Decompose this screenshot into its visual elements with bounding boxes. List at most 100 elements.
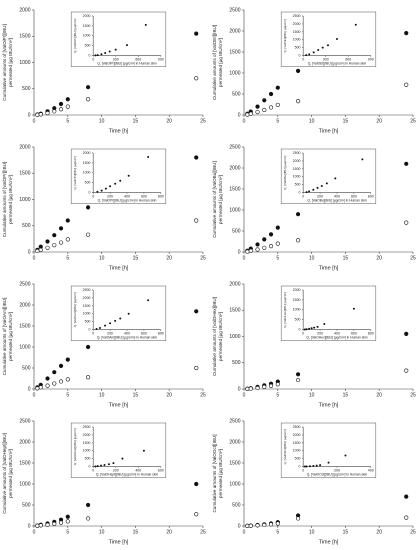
inset-point bbox=[119, 179, 122, 182]
x-tick-label: 5 bbox=[66, 118, 69, 124]
y-tick-label: 0 bbox=[89, 328, 91, 332]
y-tick-label: 500 bbox=[85, 457, 91, 461]
inset-point bbox=[104, 187, 107, 190]
inset-x-label: Q, [ValOBu][IBU] [µg/cm²] in Human skin bbox=[307, 198, 367, 202]
inset-point bbox=[147, 155, 150, 158]
inset-point bbox=[305, 191, 308, 194]
data-point bbox=[295, 238, 301, 243]
x-axis-label: Time [h] bbox=[319, 128, 339, 134]
y-tick-label: 2000 bbox=[229, 165, 240, 171]
y-axis-label: Cumulative amounts of [ValOHex][IBU] bbox=[212, 297, 217, 376]
y-tick-label: 1000 bbox=[83, 449, 91, 453]
inset-x-label: Q, [ValOiPr][IBU] [µg/cm²] in Human skin bbox=[97, 61, 157, 65]
inset-y-label: Q, [ValOBu][IBU] [µg/cm²] bbox=[283, 156, 287, 190]
y-tick-label: 2500 bbox=[293, 14, 301, 18]
x-tick-label: 800 bbox=[158, 332, 164, 336]
y-tick-label: 500 bbox=[22, 365, 31, 371]
inset-point bbox=[325, 182, 328, 185]
inset-x-label: Q, [ValOHept][IBU] [µg/cm²] in Human ski… bbox=[96, 472, 158, 476]
x-tick-label: 10 bbox=[309, 529, 315, 535]
inset-y-label: Q, [ValOHept][IBU] [µg/cm²] bbox=[73, 428, 77, 465]
inset-point bbox=[114, 48, 117, 51]
inset-point bbox=[315, 464, 318, 467]
data-point bbox=[58, 101, 64, 107]
y-tick-label: 1500 bbox=[229, 308, 240, 314]
inset-point bbox=[320, 184, 323, 187]
y-tick-label: 1000 bbox=[293, 308, 301, 312]
inset-point bbox=[95, 327, 98, 330]
x-tick-label: 0 bbox=[92, 195, 94, 199]
x-tick-label: 5 bbox=[276, 255, 279, 261]
y-tick-label: 2000 bbox=[19, 439, 30, 445]
inset-x-label: Q, [ValOAm][IBU] [µg/cm²] in Human skin bbox=[97, 335, 157, 339]
data-point bbox=[45, 383, 50, 388]
inset-point bbox=[308, 190, 311, 193]
data-point bbox=[85, 502, 91, 508]
x-tick-label: 15 bbox=[343, 392, 349, 398]
data-point bbox=[38, 112, 43, 117]
data-point bbox=[65, 519, 70, 524]
x-tick-label: 200 bbox=[107, 195, 113, 199]
data-point bbox=[255, 242, 260, 247]
inset-frame bbox=[280, 285, 377, 341]
y-tick-label: 0 bbox=[238, 386, 241, 392]
y-axis-label: permeated [µg IBU/cm²] bbox=[8, 449, 13, 498]
y-tick-label: 2000 bbox=[83, 296, 91, 300]
data-point bbox=[65, 97, 70, 102]
x-tick-label: 25 bbox=[200, 529, 206, 535]
x-tick-label: 20 bbox=[166, 392, 172, 398]
y-tick-label: 2000 bbox=[293, 159, 301, 163]
data-point bbox=[52, 233, 57, 238]
data-point bbox=[58, 363, 64, 369]
inset-point bbox=[326, 44, 329, 47]
x-tick-label: 600 bbox=[351, 195, 357, 199]
data-point bbox=[404, 331, 409, 336]
y-tick-label: 2000 bbox=[19, 144, 30, 150]
data-point bbox=[275, 382, 280, 387]
y-tick-label: 2500 bbox=[83, 288, 91, 292]
data-point bbox=[404, 161, 409, 166]
inset-point bbox=[305, 465, 308, 468]
y-tick-label: 0 bbox=[28, 112, 31, 118]
y-tick-label: 500 bbox=[22, 223, 31, 229]
x-tick-label: 0 bbox=[92, 332, 94, 336]
x-tick-label: 800 bbox=[158, 195, 164, 199]
y-tick-label: 2500 bbox=[19, 418, 30, 424]
data-point bbox=[45, 239, 50, 244]
y-tick-label: 500 bbox=[232, 91, 241, 97]
data-point bbox=[194, 76, 199, 81]
data-point bbox=[275, 225, 280, 230]
x-tick-label: 15 bbox=[343, 529, 349, 535]
inset-point bbox=[119, 317, 122, 320]
x-tick-label: 10 bbox=[309, 118, 315, 124]
data-point bbox=[248, 523, 253, 528]
inset-point bbox=[100, 53, 103, 56]
data-point bbox=[85, 85, 91, 90]
x-tick-label: 0 bbox=[33, 118, 36, 124]
y-tick-label: 2000 bbox=[293, 433, 301, 437]
inset-point bbox=[308, 53, 311, 56]
x-tick-label: 0 bbox=[243, 529, 246, 535]
data-point bbox=[58, 240, 64, 245]
data-point bbox=[38, 523, 43, 528]
data-point bbox=[404, 30, 409, 36]
inset-point bbox=[312, 51, 315, 54]
x-tick-label: 600 bbox=[141, 332, 147, 336]
data-point bbox=[295, 68, 301, 73]
data-point bbox=[245, 386, 250, 391]
data-point bbox=[268, 244, 274, 249]
x-tick-label: 0 bbox=[33, 392, 36, 398]
data-point bbox=[38, 385, 43, 390]
y-tick-label: 2000 bbox=[83, 14, 91, 18]
x-tick-label: 400 bbox=[124, 195, 130, 199]
y-tick-label: 1000 bbox=[229, 334, 240, 340]
y-tick-label: 0 bbox=[89, 465, 91, 469]
data-point bbox=[255, 104, 260, 109]
data-point bbox=[85, 205, 91, 210]
data-point bbox=[65, 357, 70, 362]
x-tick-label: 20 bbox=[166, 255, 172, 261]
inset-x-label: Q, [ValOHex][IBU] [µg/cm²] in Human skin bbox=[306, 335, 367, 339]
y-tick-label: 0 bbox=[299, 54, 301, 58]
x-tick-label: 15 bbox=[133, 255, 139, 261]
